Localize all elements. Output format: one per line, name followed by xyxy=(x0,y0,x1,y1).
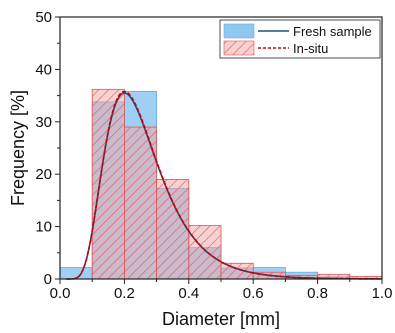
axis-ticks: 0.0 0.2 0.4 0.6 0.8 1.0 0 10 20 30 40 50 xyxy=(35,9,392,302)
y-tick-label: 10 xyxy=(35,219,52,236)
legend-swatch-fresh xyxy=(223,23,255,39)
bar-in-situ xyxy=(188,225,222,280)
y-axis-title: Frequency [%] xyxy=(8,90,28,206)
y-tick-label: 40 xyxy=(35,61,52,78)
bar-in-situ xyxy=(91,88,125,280)
y-tick-label: 0 xyxy=(44,271,52,288)
x-tick-label: 0.4 xyxy=(178,285,199,302)
bar-in-situ xyxy=(156,179,190,280)
legend: Fresh sample In-situ xyxy=(219,19,381,59)
x-tick-label: 0.2 xyxy=(114,285,135,302)
y-tick-label: 30 xyxy=(35,114,52,131)
y-tick-label: 20 xyxy=(35,166,52,183)
x-tick-label: 0.0 xyxy=(50,285,71,302)
in-situ-bars xyxy=(91,88,383,280)
bar-fresh-sample xyxy=(59,267,93,280)
x-tick-label: 1.0 xyxy=(372,285,393,302)
legend-swatch-insitu xyxy=(223,40,255,56)
x-axis-title: Diameter [mm] xyxy=(162,309,280,329)
x-tick-label: 0.8 xyxy=(307,285,328,302)
legend-label-fresh: Fresh sample xyxy=(293,24,372,39)
legend-label-insitu: In-situ xyxy=(293,41,328,56)
y-tick-label: 50 xyxy=(35,9,52,26)
x-tick-label: 0.6 xyxy=(243,285,264,302)
